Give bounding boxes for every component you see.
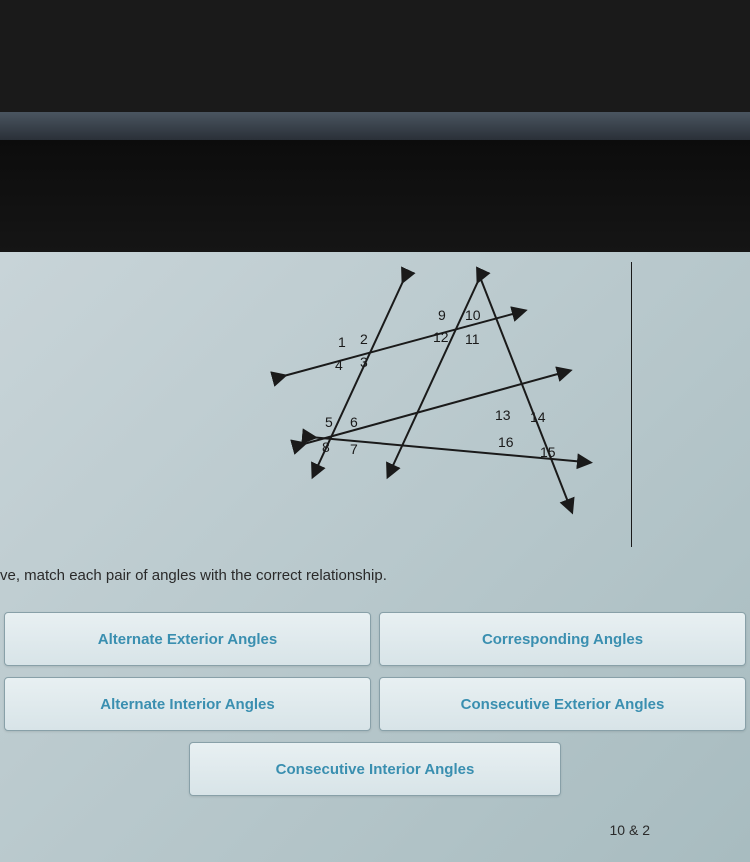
option-label: Alternate Exterior Angles	[98, 631, 278, 648]
consecutive-interior-button[interactable]: Consecutive Interior Angles	[189, 742, 561, 796]
alternate-interior-button[interactable]: Alternate Interior Angles	[4, 677, 371, 731]
alternate-exterior-button[interactable]: Alternate Exterior Angles	[4, 612, 371, 666]
option-label: Consecutive Exterior Angles	[461, 696, 665, 713]
option-label: Alternate Interior Angles	[100, 696, 274, 713]
angle-diagram: 1 2 3 4 5 6 7 8 9 10 11 12 13 14 15 16	[250, 262, 630, 542]
page-content: 1 2 3 4 5 6 7 8 9 10 11 12 13 14 15 16 v…	[0, 252, 750, 862]
angle-5: 5	[325, 414, 333, 430]
options-row-2: Alternate Interior Angles Consecutive Ex…	[0, 677, 750, 731]
options-row-1: Alternate Exterior Angles Corresponding …	[0, 612, 750, 666]
angle-12: 12	[433, 329, 449, 345]
angle-11: 11	[465, 331, 480, 347]
option-label: Consecutive Interior Angles	[276, 761, 475, 778]
angle-15: 15	[540, 444, 556, 460]
geometry-svg: 1 2 3 4 5 6 7 8 9 10 11 12 13 14 15 16	[250, 262, 630, 542]
consecutive-exterior-button[interactable]: Consecutive Exterior Angles	[379, 677, 746, 731]
angle-16: 16	[498, 434, 514, 450]
angle-4: 4	[335, 357, 343, 373]
angle-1: 1	[338, 334, 346, 350]
instruction-text: ve, match each pair of angles with the c…	[0, 567, 387, 584]
angle-8: 8	[322, 439, 330, 455]
corresponding-angles-button[interactable]: Corresponding Angles	[379, 612, 746, 666]
angle-14: 14	[530, 409, 546, 425]
angle-7: 7	[350, 441, 358, 457]
option-label: Corresponding Angles	[482, 631, 643, 648]
angle-6: 6	[350, 414, 358, 430]
angle-9: 9	[438, 307, 446, 323]
window-top-area	[0, 112, 750, 252]
answer-pair-text: 10 & 2	[610, 822, 650, 838]
angle-3: 3	[360, 354, 368, 370]
browser-tab-bar	[0, 112, 750, 140]
angle-10: 10	[465, 307, 481, 323]
options-row-3: Consecutive Interior Angles	[0, 742, 750, 796]
angle-13: 13	[495, 407, 511, 423]
angle-2: 2	[360, 331, 368, 347]
vertical-divider	[631, 262, 632, 547]
